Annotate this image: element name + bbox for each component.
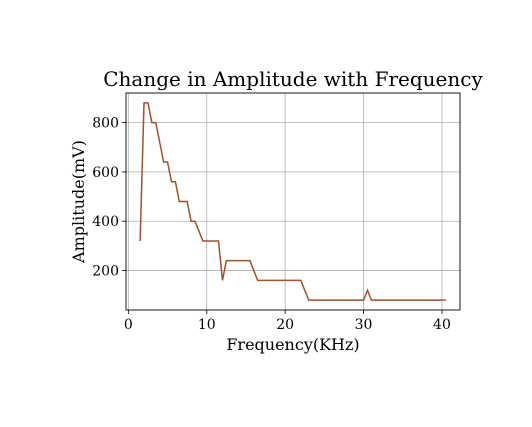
chart-title: Change in Amplitude with Frequency	[103, 67, 483, 91]
series-layer	[139, 102, 446, 301]
y-axis-label: Amplitude(mV)	[69, 140, 88, 264]
y-tick-label: 600	[92, 165, 119, 181]
plot-frame	[125, 92, 461, 311]
y-tick-label: 800	[92, 116, 119, 132]
x-tick-label: 20	[276, 317, 294, 333]
x-axis-label: Frequency(KHz)	[226, 335, 359, 354]
amplitude-series-line	[139, 102, 446, 301]
x-tick-label: 30	[355, 317, 373, 333]
x-tick-label: 10	[198, 317, 216, 333]
grid-lines	[126, 93, 460, 310]
x-tick-label: 0	[124, 317, 133, 333]
y-tick-label: 400	[92, 214, 119, 230]
x-tick-label: 40	[433, 317, 451, 333]
y-tick-label: 200	[92, 264, 119, 280]
axis-ticks: 0 10 20 30 40 200 400 600 800	[92, 116, 451, 333]
